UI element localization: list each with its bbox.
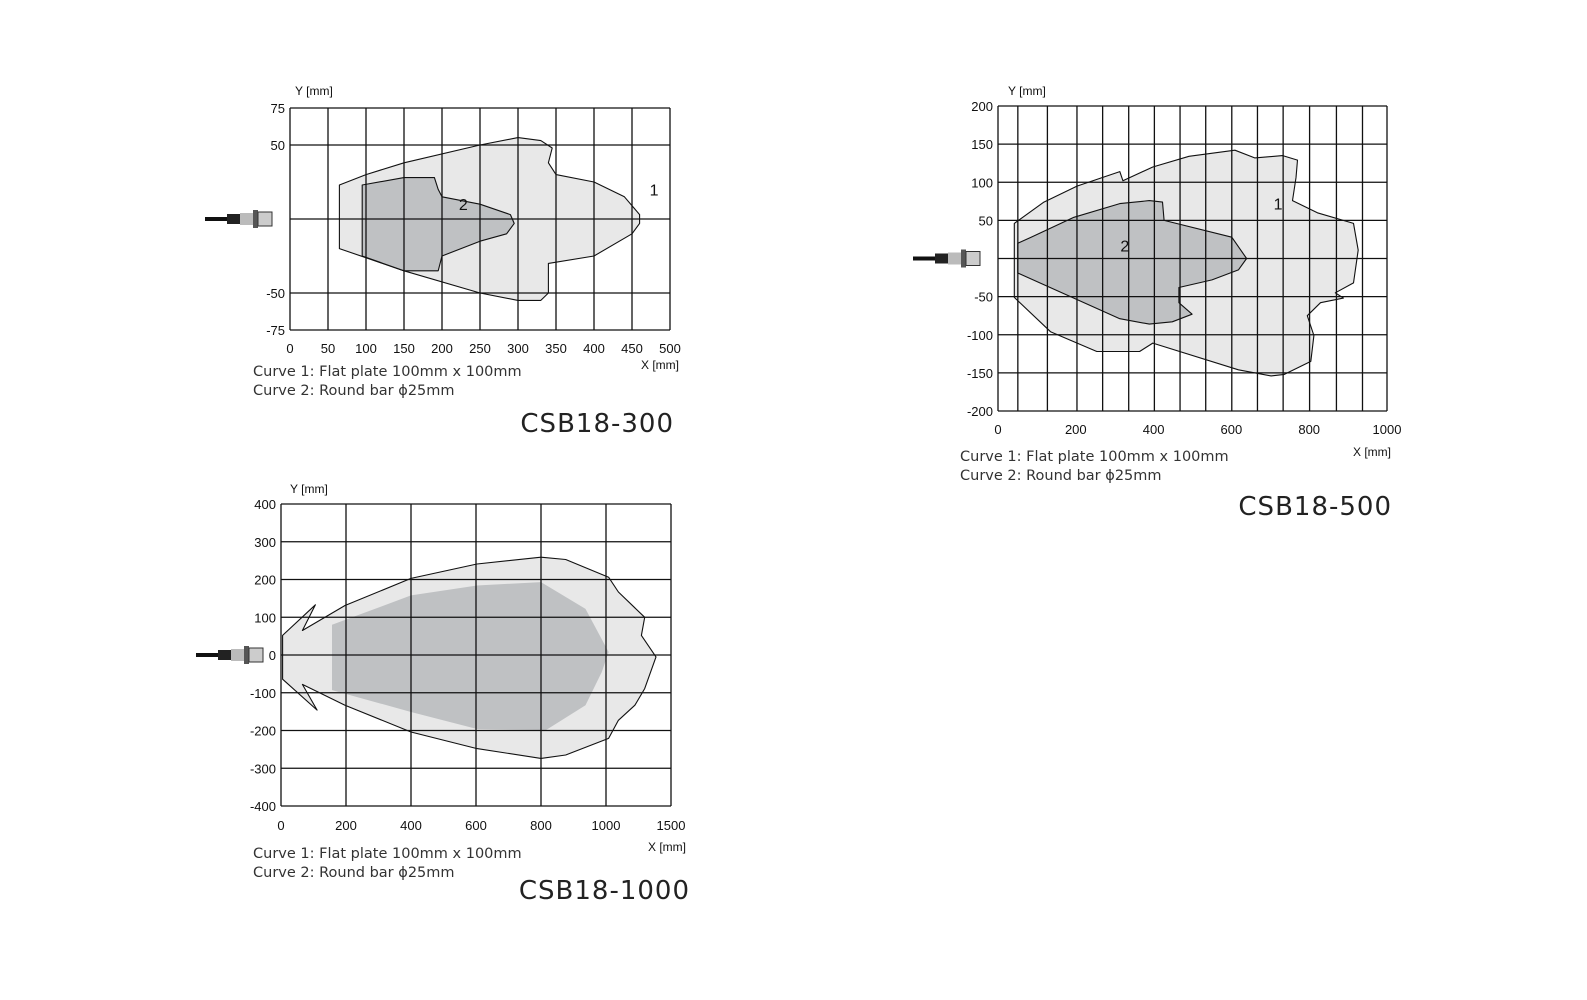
y-tick-label: 100 (254, 610, 276, 625)
curve-label: 1 (650, 182, 659, 199)
x-axis-label: X [mm] (1353, 445, 1391, 459)
x-tick-label: 350 (545, 341, 567, 356)
y-tick-label: 50 (271, 138, 285, 153)
x-tick-label: 1500 (657, 818, 686, 833)
x-tick-label: 0 (277, 818, 284, 833)
x-axis-label: X [mm] (648, 840, 686, 854)
curve-caption: Curve 1: Flat plate 100mm x 100mm (253, 364, 522, 380)
y-tick-label: 200 (254, 573, 276, 588)
x-axis-label: X [mm] (641, 358, 679, 372)
chart-2: 0 200 400 600 800 1000 15004003002001000-100-2… (196, 482, 690, 906)
x-tick-label: 300 (507, 341, 529, 356)
curve-caption: Curve 1: Flat plate 100mm x 100mm (253, 846, 522, 862)
curve-label: 2 (1120, 239, 1129, 256)
y-tick-label: 100 (971, 175, 993, 190)
sensor-icon (205, 210, 273, 228)
curve-caption: Curve 2: Round bar ϕ25mm (253, 865, 455, 881)
curve-2-area (1017, 200, 1248, 325)
x-tick-label: 150 (393, 341, 415, 356)
y-tick-label: -100 (967, 328, 993, 343)
y-tick-label: -75 (266, 323, 285, 338)
curve-caption: Curve 1: Flat plate 100mm x 100mm (960, 449, 1229, 465)
x-tick-label: 200 (431, 341, 453, 356)
y-axis-label: Y [mm] (290, 482, 328, 496)
y-tick-label: -300 (250, 761, 276, 776)
y-tick-label: 300 (254, 535, 276, 550)
y-tick-label: -150 (967, 366, 993, 381)
y-tick-label: 75 (271, 101, 285, 116)
x-tick-label: 0 (286, 341, 293, 356)
x-tick-label: 200 (335, 818, 357, 833)
y-tick-label: -200 (967, 404, 993, 419)
x-tick-label: 400 (1143, 422, 1165, 437)
y-tick-label: 200 (971, 99, 993, 114)
y-axis-label: Y [mm] (295, 84, 333, 98)
curve-label: 2 (459, 197, 468, 214)
x-tick-label: 50 (321, 341, 335, 356)
y-tick-label: 0 (269, 648, 276, 663)
chart-title: CSB18-1000 (519, 876, 690, 906)
chart-title: CSB18-500 (1238, 492, 1392, 522)
x-tick-label: 250 (469, 341, 491, 356)
x-tick-label: 600 (1221, 422, 1243, 437)
x-tick-label: 0 (994, 422, 1001, 437)
curve-label: 1 (1274, 197, 1283, 214)
chart-0: 1 2 0 50 100 150 200 250 300 350 400 450 500 75 50 -50 -… (205, 84, 681, 439)
chart-title: CSB18-300 (520, 409, 674, 439)
x-tick-label: 1000 (1373, 422, 1402, 437)
sensor-icon (196, 646, 264, 664)
y-tick-label: -50 (974, 290, 993, 305)
x-tick-label: 400 (400, 818, 422, 833)
x-tick-label: 450 (621, 341, 643, 356)
curve-2-area (361, 177, 515, 272)
y-tick-label: -200 (250, 724, 276, 739)
y-tick-label: 400 (254, 497, 276, 512)
sensor-icon (913, 249, 981, 268)
x-tick-label: 800 (530, 818, 552, 833)
y-tick-label: -400 (250, 799, 276, 814)
x-tick-label: 500 (659, 341, 681, 356)
x-tick-label: 1000 (592, 818, 621, 833)
y-tick-label: -100 (250, 686, 276, 701)
x-tick-label: 800 (1298, 422, 1320, 437)
x-tick-label: 200 (1065, 422, 1087, 437)
y-tick-label: -50 (266, 286, 285, 301)
y-tick-label: 150 (971, 137, 993, 152)
x-tick-label: 400 (583, 341, 605, 356)
y-axis-label: Y [mm] (1008, 84, 1046, 98)
x-tick-label: 100 (355, 341, 377, 356)
y-tick-label: 50 (979, 213, 993, 228)
chart-1: 1 2 0 200 400 600 800 1000 200 150 100 50 -50 -100 -15… (913, 84, 1401, 522)
x-tick-label: 600 (465, 818, 487, 833)
curve-caption: Curve 2: Round bar ϕ25mm (253, 383, 455, 399)
curve-caption: Curve 2: Round bar ϕ25mm (960, 468, 1162, 484)
